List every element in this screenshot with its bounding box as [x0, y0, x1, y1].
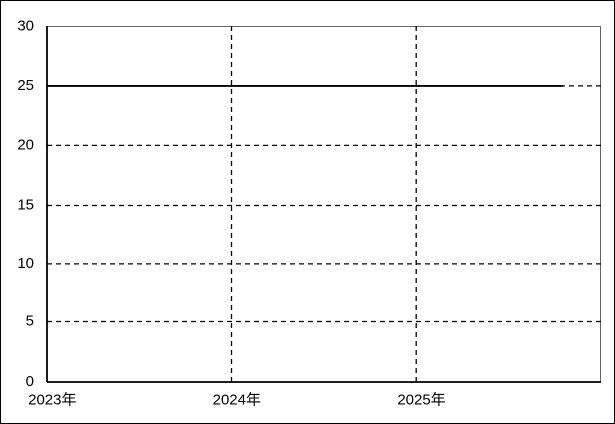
svg-text:5: 5 — [26, 312, 34, 329]
svg-text:10: 10 — [17, 255, 34, 272]
svg-text:15: 15 — [17, 196, 34, 213]
svg-text:2024年: 2024年 — [213, 392, 261, 409]
svg-text:2023年: 2023年 — [28, 392, 76, 409]
svg-text:30: 30 — [17, 17, 34, 34]
svg-text:20: 20 — [17, 136, 34, 153]
svg-text:0: 0 — [26, 373, 34, 390]
svg-text:25: 25 — [17, 77, 34, 94]
svg-text:2025年: 2025年 — [397, 392, 445, 409]
